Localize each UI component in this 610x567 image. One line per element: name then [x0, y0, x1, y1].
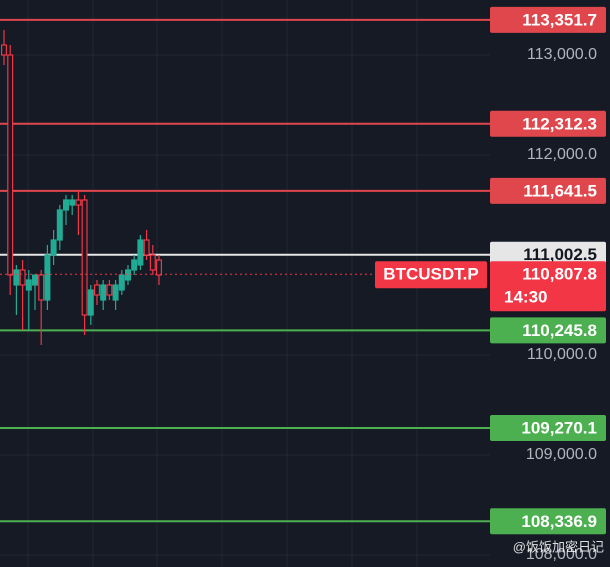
y-tick-label: 109,000.0 [526, 446, 597, 463]
level-label-box [490, 177, 606, 204]
candle-body [19, 269, 26, 286]
level-label-box [490, 317, 606, 344]
candle-body [50, 239, 57, 256]
candle-body [87, 289, 94, 316]
y-tick-label: 113,000.0 [527, 46, 597, 63]
time-grid [27, 0, 418, 567]
candle-body [100, 284, 107, 301]
candle-body [93, 284, 100, 296]
candle-body [137, 239, 144, 266]
candle-body [62, 199, 69, 211]
level-label-box [490, 508, 606, 535]
level-label-box [490, 6, 606, 33]
y-tick-label: 112,000.0 [527, 146, 597, 163]
y-tick-label: 110,000.0 [527, 346, 597, 363]
candle-body [106, 284, 113, 296]
level-label: 111,641.5 [523, 181, 597, 200]
candle-body [25, 279, 32, 291]
candle-body [112, 284, 119, 301]
watermark: @饭饭加密日记 [513, 539, 604, 554]
candle-body [124, 269, 131, 281]
candle-body [69, 199, 76, 206]
candle-body [75, 199, 82, 206]
candle-body [56, 209, 63, 241]
level-label: 113,351.7 [522, 10, 597, 29]
level-label: 112,312.3 [522, 114, 597, 133]
current-price-label: 110,807.8 [522, 265, 597, 284]
countdown-label: 14:30 [504, 288, 547, 307]
symbol-box [375, 261, 487, 289]
candle-body [143, 239, 150, 256]
candle-body [13, 269, 20, 286]
candle-body [7, 54, 14, 276]
symbol-label: BTCUSDT.P [383, 265, 478, 284]
level-label: 109,270.1 [521, 418, 597, 437]
level-label-box [490, 110, 606, 137]
current-price-box [490, 261, 606, 312]
candle-body [1, 44, 8, 56]
candle-body [149, 254, 156, 271]
candle-body [131, 259, 138, 271]
candle-body [38, 274, 45, 301]
candle-body [118, 274, 125, 291]
candle-body [44, 254, 51, 301]
candle-body [31, 274, 38, 286]
level-label-box [490, 414, 606, 441]
level-label: 108,336.9 [521, 512, 597, 531]
level-label: 110,245.8 [522, 321, 597, 340]
y-tick-label: 108,000.0 [526, 546, 597, 563]
candle-body [156, 259, 163, 276]
candle-body [81, 199, 88, 316]
level-label: 111,002.5 [523, 245, 597, 264]
